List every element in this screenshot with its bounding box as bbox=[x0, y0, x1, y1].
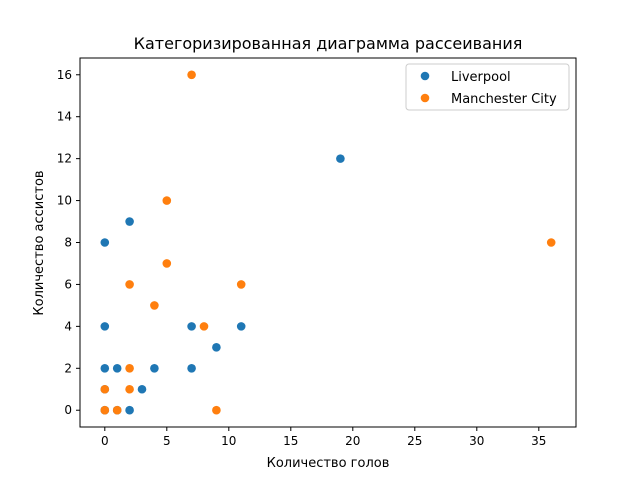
y-tick-label: 2 bbox=[64, 361, 72, 375]
data-point bbox=[125, 384, 134, 394]
data-point bbox=[236, 322, 246, 331]
data-point bbox=[125, 405, 134, 415]
legend-label: Liverpool bbox=[451, 70, 511, 85]
legend-marker bbox=[420, 93, 430, 103]
data-point bbox=[546, 238, 556, 247]
y-tick-label: 0 bbox=[64, 403, 72, 417]
y-tick-label: 6 bbox=[64, 277, 72, 291]
data-point bbox=[162, 196, 172, 205]
data-point bbox=[100, 238, 110, 247]
data-point bbox=[112, 363, 122, 373]
data-point bbox=[162, 259, 172, 268]
data-point bbox=[125, 363, 134, 373]
data-point bbox=[100, 322, 110, 331]
chart-title: Категоризированная диаграмма рассеивания bbox=[134, 34, 523, 53]
y-tick-label: 12 bbox=[57, 152, 72, 166]
x-tick-label: 15 bbox=[283, 434, 298, 448]
data-point bbox=[236, 280, 246, 289]
data-point bbox=[150, 301, 159, 310]
series-2 bbox=[100, 70, 556, 415]
data-point bbox=[187, 70, 196, 80]
plot-frame bbox=[79, 57, 577, 428]
x-tick-label: 20 bbox=[345, 434, 360, 448]
series-1 bbox=[100, 154, 345, 415]
x-axis-label: Количество голов bbox=[267, 456, 390, 471]
x-tick-label: 25 bbox=[407, 434, 422, 448]
data-point bbox=[137, 384, 147, 394]
legend-marker bbox=[420, 71, 430, 81]
data-point bbox=[187, 363, 196, 373]
legend: Liverpool Manchester City bbox=[405, 63, 570, 111]
legend-box bbox=[405, 63, 570, 111]
y-tick-label: 10 bbox=[57, 194, 72, 208]
y-tick-label: 4 bbox=[64, 319, 72, 333]
x-tick-label: 35 bbox=[531, 434, 546, 448]
legend-label: Manchester City bbox=[451, 92, 557, 107]
x-tick-label: 30 bbox=[469, 434, 484, 448]
data-point bbox=[199, 322, 209, 331]
data-point bbox=[336, 154, 345, 163]
data-point bbox=[187, 322, 196, 331]
data-point bbox=[112, 405, 122, 415]
data-point bbox=[212, 343, 221, 352]
data-point bbox=[125, 280, 134, 289]
y-tick-label: 16 bbox=[57, 68, 72, 82]
data-point bbox=[125, 217, 134, 226]
data-point bbox=[212, 405, 221, 415]
y-axis-label: Количество ассистов bbox=[32, 170, 47, 315]
x-tick-label: 0 bbox=[101, 434, 109, 448]
data-point bbox=[100, 405, 110, 415]
data-point bbox=[100, 363, 110, 373]
y-tick-label: 14 bbox=[57, 110, 72, 124]
x-tick-label: 5 bbox=[163, 434, 171, 448]
plot-area: 0 5 10 15 20 25 30 35 0 2 4 6 8 10 12 14 16 bbox=[57, 68, 556, 448]
data-point bbox=[100, 384, 110, 394]
x-tick-label: 10 bbox=[221, 434, 236, 448]
data-point bbox=[150, 363, 159, 373]
y-tick-label: 8 bbox=[64, 236, 72, 250]
